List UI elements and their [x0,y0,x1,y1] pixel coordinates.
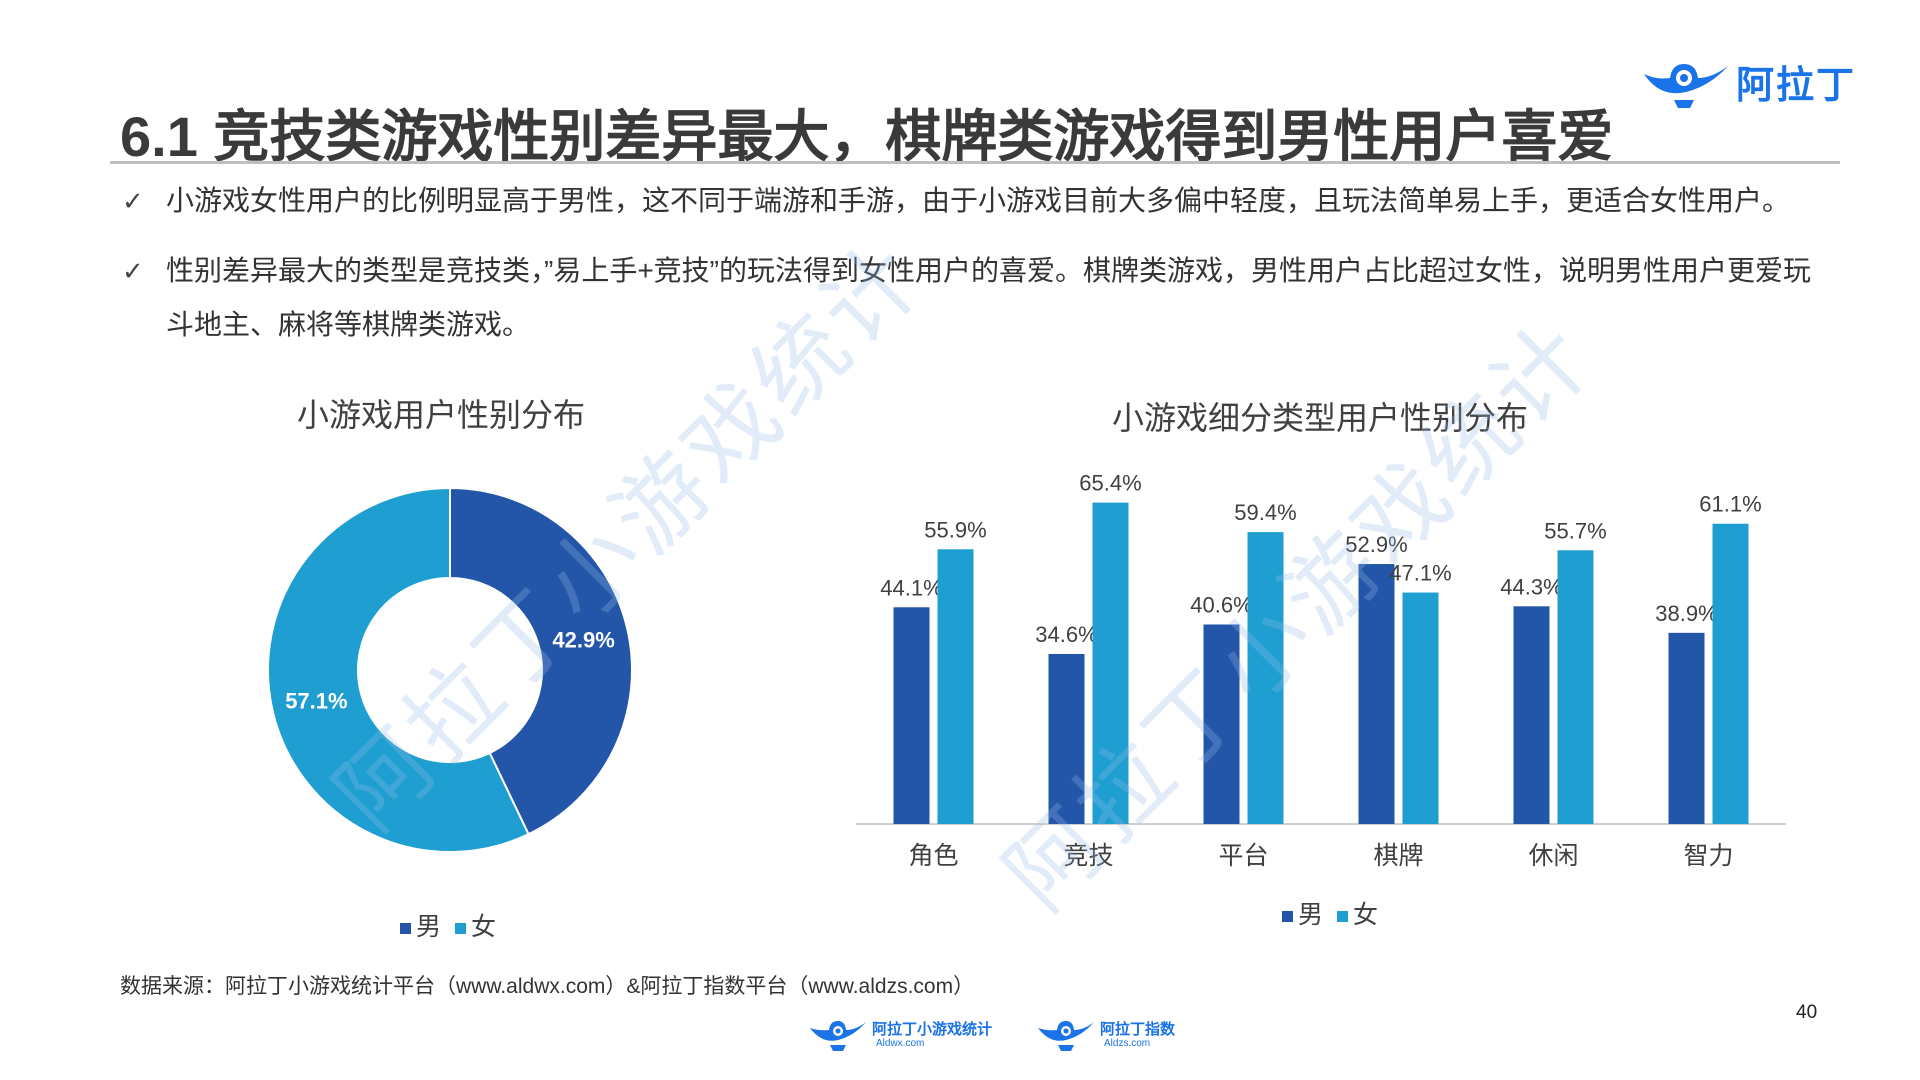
legend-label: 男 [1298,901,1324,929]
donut-value-label: 42.9% [552,628,614,653]
x-tick-label: 休闲 [1528,842,1578,870]
bar-female [1247,532,1284,824]
legend-item-male: 男 [1282,895,1323,931]
x-tick-label: 智力 [1683,842,1733,870]
legend-label: 男 [416,913,442,941]
bar-male [1203,624,1240,824]
bullet-text: 性别差异最大的类型是竞技类，”易上手+竞技”的玩法得到女性用户的喜爱。棋牌类游戏… [166,255,1812,340]
bar-value-label: 52.9% [1345,532,1407,557]
bar-female [1712,523,1749,824]
legend-swatch-female [1337,910,1349,922]
footer-logo-site: Aldwx.com [876,1038,925,1049]
legend-swatch-male [400,922,411,934]
legend-label: 女 [1353,901,1379,929]
donut-slice-female [267,486,530,853]
title-divider [110,161,1840,164]
footer-logo-aldzs: 阿拉丁指数 Aldzs.com [1036,1016,1196,1056]
bar-male [1048,653,1085,824]
data-source-note: 数据来源：阿拉丁小游戏统计平台（www.aldwx.com）&阿拉丁指数平台（w… [120,975,975,998]
bar-legend: 男女 [1282,895,1392,931]
bar-value-label: 44.3% [1500,574,1562,599]
check-icon: ✓ [122,186,144,216]
bar-value-label: 38.9% [1655,601,1717,626]
legend-item-male: 男 [400,907,441,943]
lamp-icon [810,1021,866,1051]
x-tick-label: 竞技 [1063,842,1113,870]
donut-legend: 男女 [400,907,510,943]
bar-value-label: 65.4% [1079,471,1141,496]
gender-donut-chart: 42.9% 57.1% [267,486,633,853]
bar-female [937,549,974,824]
check-icon: ✓ [122,256,144,286]
legend-swatch-male [1282,910,1293,922]
page-number: 40 [1796,1002,1818,1023]
bullet-text: 小游戏女性用户的比例明显高于男性，这不同于端游和手游，由于小游戏目前大多偏中轻度… [166,185,1791,216]
bar-value-label: 55.9% [924,517,986,542]
bar-male [1668,632,1705,824]
x-tick-label: 角色 [908,842,958,870]
bar-male [1358,564,1395,824]
bar-male [893,607,930,824]
donut-slice-male [449,486,633,836]
bar-value-label: 55.7% [1544,518,1606,543]
lamp-icon [1644,64,1728,108]
brand-logo: 阿拉丁 [1640,52,1870,110]
legend-item-female: 女 [455,907,496,943]
legend-label: 女 [471,913,497,941]
donut-chart-title: 小游戏用户性别分布 [297,397,586,433]
lamp-icon [1038,1021,1094,1051]
bar-value-label: 59.4% [1234,500,1296,525]
bar-male [1513,606,1550,824]
legend-item-female: 女 [1337,895,1378,931]
bar-value-label: 34.6% [1035,622,1097,647]
x-tick-label: 平台 [1218,842,1268,870]
footer-logo-name: 阿拉丁指数 [1100,1021,1176,1038]
bar-female [1092,502,1129,824]
legend-swatch-female [455,922,467,934]
bar-chart-title: 小游戏细分类型用户性别分布 [1112,400,1529,436]
footer-logo-name: 阿拉丁小游戏统计 [872,1021,993,1038]
footer-logo-aldwx: 阿拉丁小游戏统计 Aldwx.com [808,1016,1008,1056]
bar-value-label: 61.1% [1699,492,1761,517]
footer-logo-site: Aldzs.com [1104,1038,1151,1049]
category-gender-bar-chart: 44.1% 55.9% 角色 34.6% 65.4% 竞技 40.6% 59.4% 平台 52.9… [856,471,1786,870]
x-tick-label: 棋牌 [1373,842,1423,870]
brand-name: 阿拉丁 [1736,65,1857,107]
bar-female [1402,592,1439,824]
bar-value-label: 40.6% [1190,592,1252,617]
page-title: 6.1 竞技类游戏性别差异最大，棋牌类游戏得到男性用户喜爱 [120,105,1614,168]
bar-value-label: 47.1% [1389,561,1451,586]
bar-female [1557,550,1594,824]
bar-value-label: 44.1% [880,575,942,600]
donut-value-label: 57.1% [285,688,347,713]
